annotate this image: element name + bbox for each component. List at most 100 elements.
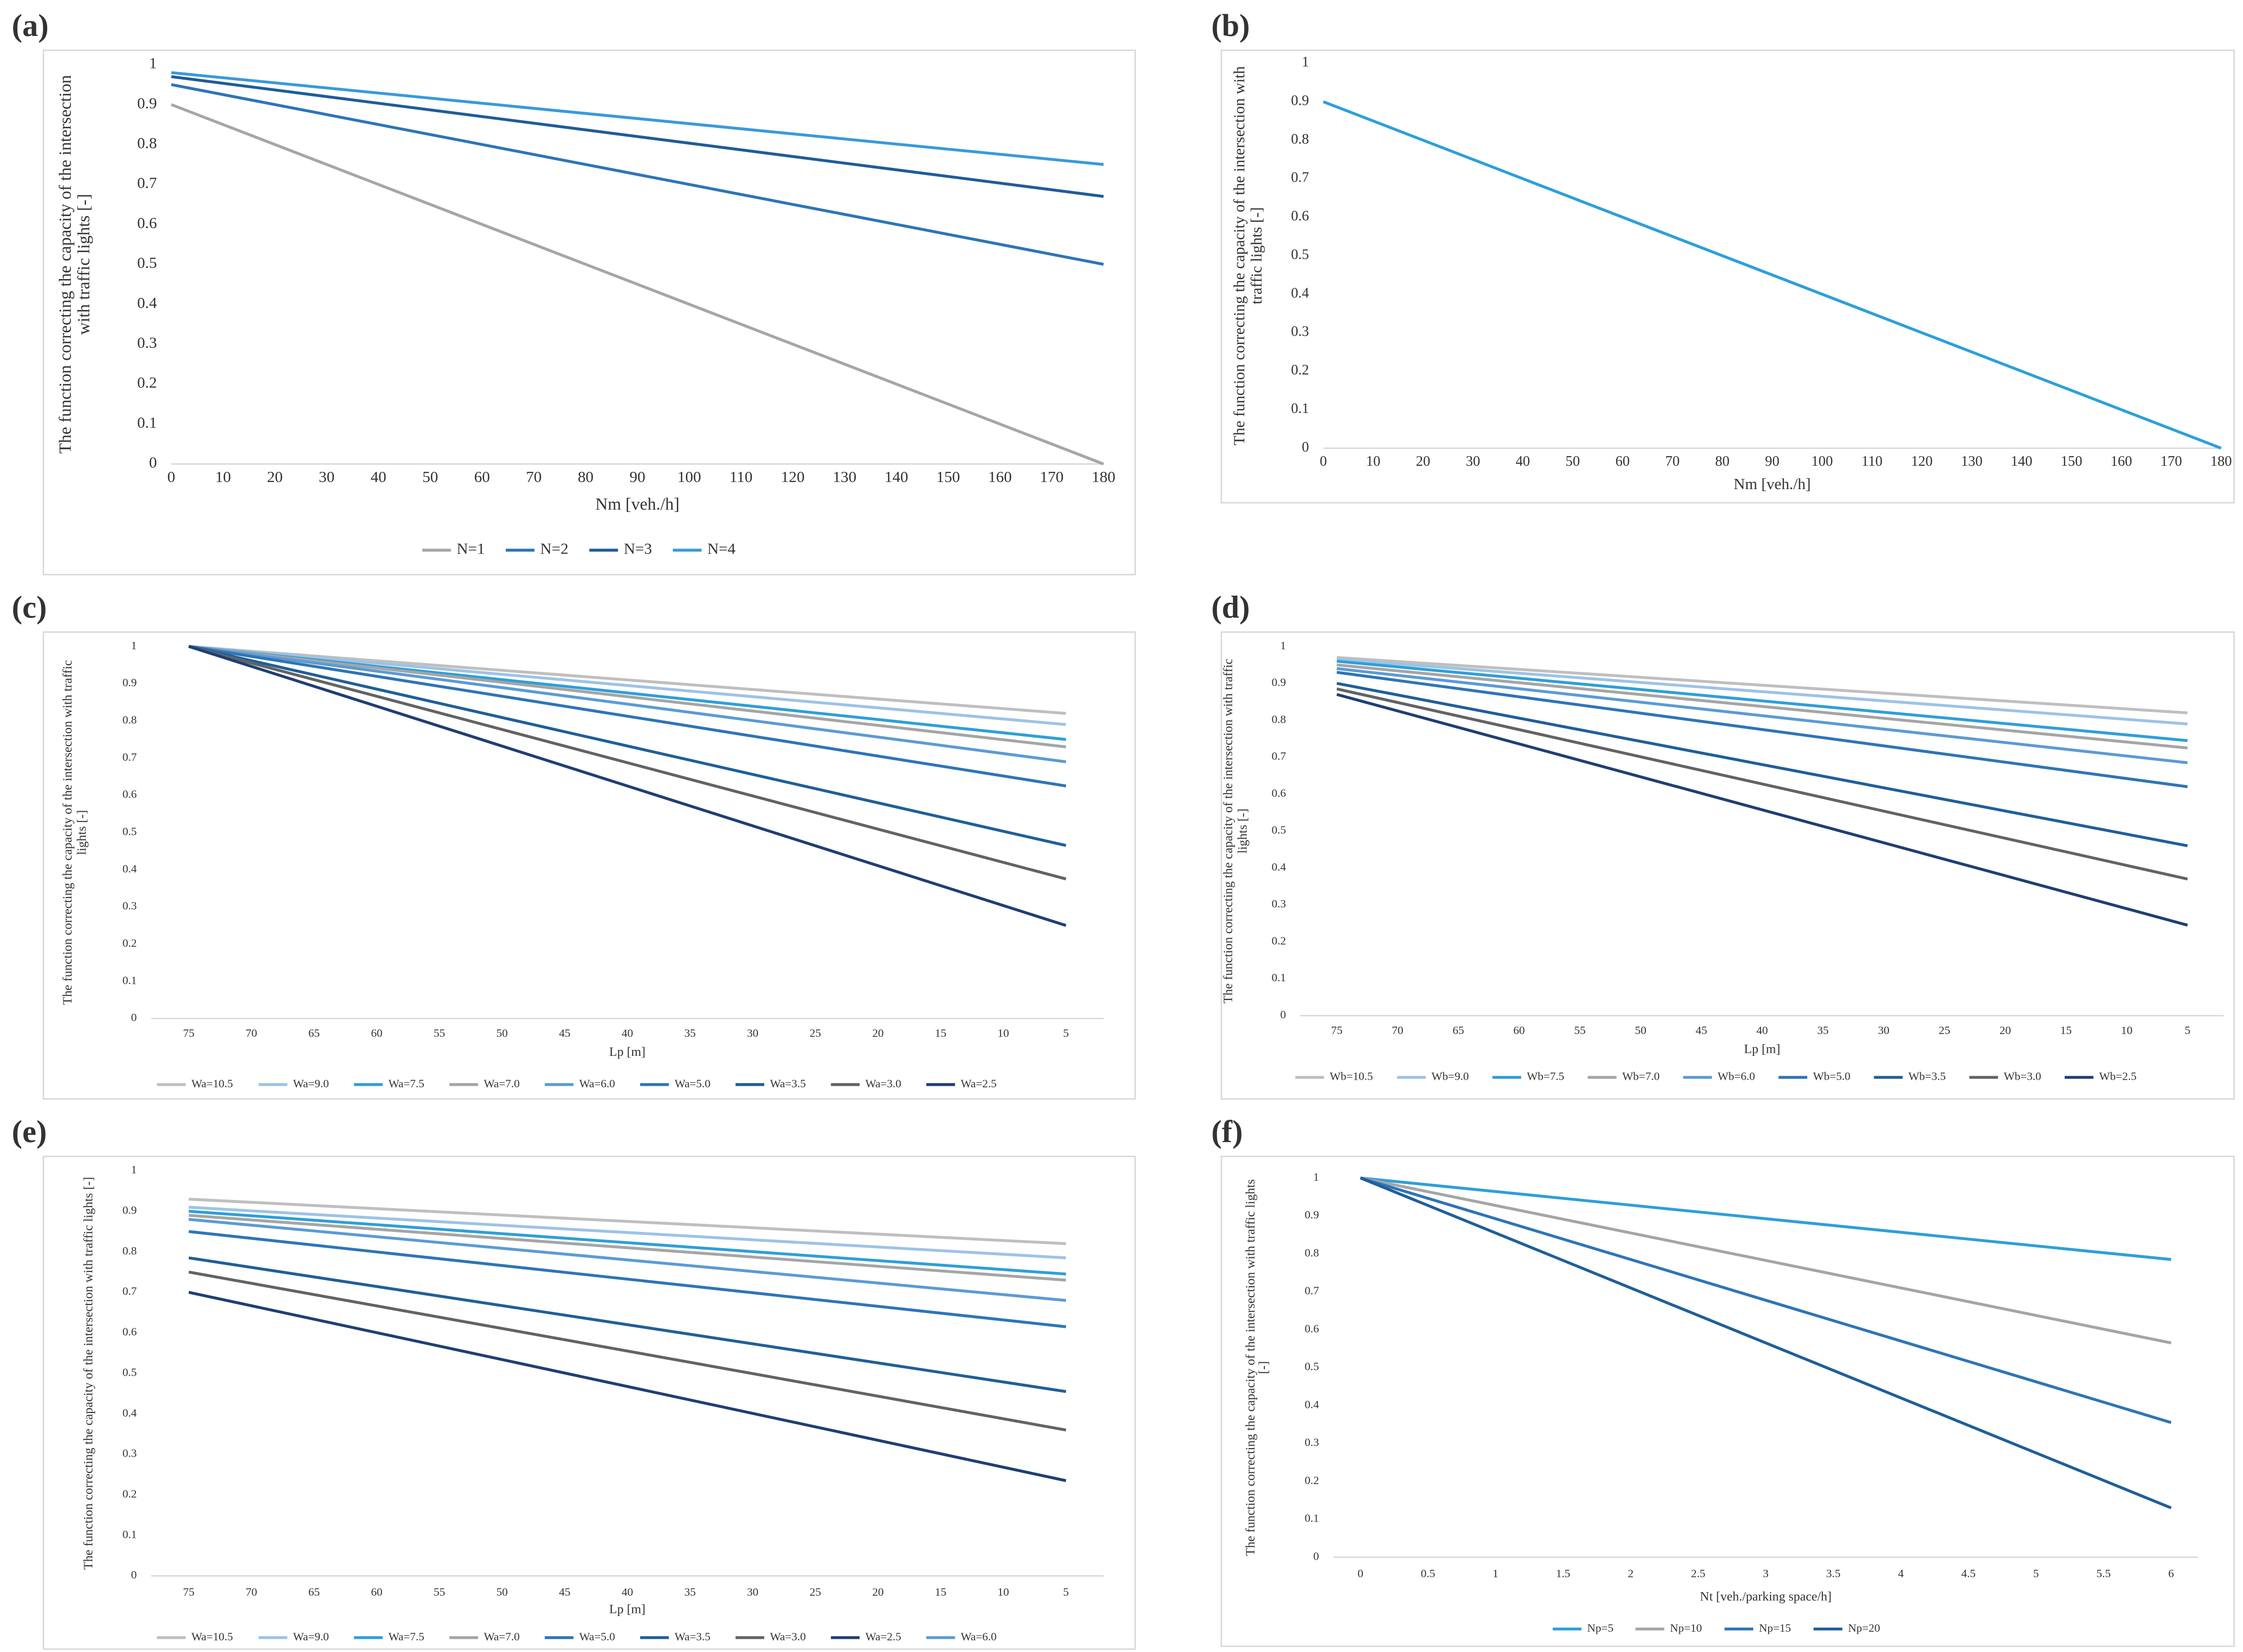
chart-frame	[1220, 631, 2235, 1100]
x-tick-label: 0	[1320, 454, 1327, 469]
x-tick-label: 40	[1756, 1024, 1768, 1037]
x-tick-label: 110	[1861, 454, 1882, 469]
y-tick-label: 0.3	[122, 900, 136, 912]
y-axis-title-box: The function correcting the capacity of …	[60, 660, 88, 1005]
legend-label: Wa=10.5	[191, 1077, 233, 1090]
x-tick-label: 70	[246, 1027, 257, 1040]
x-tick-label: 0	[1358, 1567, 1363, 1579]
x-tick-label: 50	[496, 1586, 508, 1598]
x-tick-label: 150	[937, 468, 960, 486]
x-tick-label: 65	[308, 1027, 320, 1040]
x-tick-label: 140	[2011, 454, 2032, 469]
x-tick-label: 5.5	[2096, 1567, 2111, 1579]
data-line	[171, 75, 1104, 198]
y-tick-label: 1	[1302, 54, 1309, 70]
y-tick-label: 0.2	[1291, 362, 1309, 378]
legend-label: Wb=2.5	[2099, 1070, 2136, 1083]
y-axis-title-box: The function correcting the capacity of …	[1242, 1179, 1270, 1556]
x-tick-label: 3	[1763, 1567, 1769, 1579]
y-tick-label: 0.9	[1291, 93, 1309, 109]
x-tick-label: 20	[1416, 454, 1430, 469]
legend-label: Wb=7.0	[1622, 1070, 1660, 1083]
y-tick-label: 0.2	[1271, 934, 1286, 947]
legend-label: Wa=2.5	[961, 1077, 997, 1090]
legend-label: Wb=5.0	[1813, 1070, 1850, 1083]
x-tick-label: 110	[730, 468, 753, 486]
y-axis-title-box: The function correcting the capacity of …	[81, 1177, 95, 1570]
y-tick-label: 0.1	[137, 414, 157, 431]
y-tick-label: 0.2	[122, 937, 136, 949]
y-tick-label: 0.9	[122, 676, 136, 689]
legend-label: Wa=3.0	[866, 1077, 902, 1090]
x-tick-label: 50	[1635, 1024, 1646, 1037]
y-tick-label: 0.8	[137, 134, 157, 152]
y-tick-label: 0.4	[122, 1406, 136, 1419]
x-tick-label: 65	[1453, 1024, 1464, 1037]
x-tick-label: 90	[1765, 454, 1779, 469]
legend-label: N=3	[624, 540, 652, 558]
x-tick-label: 35	[684, 1027, 696, 1040]
x-tick-label: 25	[810, 1586, 821, 1598]
y-tick-label: 0.5	[1271, 823, 1286, 836]
x-tick-label: 1	[1493, 1567, 1498, 1579]
data-line	[1336, 671, 2188, 788]
y-tick-label: 0.1	[1271, 971, 1286, 984]
x-tick-label: 140	[884, 468, 908, 486]
x-tick-label: 20	[872, 1027, 884, 1040]
data-line	[1323, 100, 2222, 450]
x-tick-label: 75	[1331, 1024, 1343, 1037]
x-axis-title: Nm [veh./h]	[595, 495, 679, 513]
x-tick-label: 20	[267, 468, 283, 486]
chart-panel: (b)00.10.20.30.40.50.60.70.80.910 10 20 30 4…	[1211, 9, 2235, 504]
chart-frame	[43, 49, 1136, 575]
legend-label: Wb=6.0	[1717, 1070, 1755, 1083]
y-tick-label: 0.6	[137, 214, 157, 231]
legend-label: Wa=2.5	[866, 1630, 902, 1643]
x-tick-label: 60	[371, 1586, 383, 1598]
y-tick-label: 0.1	[122, 1528, 136, 1540]
legend: N=1 N=2 N=3 N=4	[422, 540, 736, 558]
x-tick-label: 10	[1366, 454, 1380, 469]
legend-label: Wb=3.0	[2004, 1070, 2041, 1083]
x-tick-label: 25	[1939, 1024, 1950, 1037]
y-tick-label: 0.4	[1291, 285, 1309, 301]
x-tick-label: 180	[2211, 454, 2232, 469]
y-tick-label: 1	[131, 1163, 136, 1176]
y-tick-label: 1	[1313, 1171, 1319, 1183]
x-tick-label: 60	[1513, 1024, 1525, 1037]
legend: Wa=10.5 Wa=9.0 Wa=7.5 Wa=7.0 Wa=5.0 Wa=3.5 Wa=…	[157, 1630, 996, 1643]
x-tick-label: 50	[496, 1027, 508, 1040]
x-tick-label: 55	[434, 1586, 445, 1598]
x-axis-title: Nt [veh./parking space/h]	[1700, 1589, 1832, 1603]
chart-frame	[43, 631, 1136, 1100]
y-axis-title: The function correcting the capacity of …	[1232, 66, 1266, 445]
panel-label: (e)	[12, 1115, 47, 1149]
legend-label: Wa=6.0	[961, 1630, 997, 1643]
legend-label: Wb=9.0	[1431, 1070, 1469, 1083]
data-line	[1336, 663, 2188, 750]
data-line	[171, 71, 1104, 166]
x-tick-label: 35	[684, 1586, 696, 1598]
x-tick-label: 30	[747, 1586, 758, 1598]
y-tick-label: 0.7	[1291, 170, 1309, 186]
y-tick-label: 0.3	[1271, 898, 1286, 910]
chart-panel: (a)00.10.20.30.40.50.60.70.80.910 10 20 30 4…	[12, 9, 1136, 575]
x-tick-label: 10	[215, 468, 231, 486]
x-tick-label: 120	[781, 468, 805, 486]
data-line	[188, 645, 1066, 715]
chart-panel: (f) 0 0.1 0.2 0.3 0.4 0.5 0.6 0.7 0.8 0.9 1 0 0.5 1 1.5…	[1211, 1115, 2235, 1647]
x-tick-label: 75	[183, 1586, 195, 1598]
data-line	[188, 1218, 1066, 1302]
legend-label: Wa=3.0	[770, 1630, 806, 1643]
y-axis-title: The function correcting the capacity of …	[1242, 1179, 1270, 1556]
y-tick-label: 0.1	[1291, 401, 1309, 417]
legend-label: Wa=9.0	[293, 1077, 329, 1090]
data-line	[1336, 693, 2188, 927]
y-tick-label: 0.5	[1291, 247, 1309, 262]
x-tick-label: 60	[1615, 454, 1630, 469]
data-line	[1336, 658, 2188, 726]
y-tick-label: 0.4	[1304, 1398, 1319, 1410]
x-tick-label: 75	[183, 1027, 195, 1040]
x-tick-label: 15	[935, 1027, 947, 1040]
data-line	[188, 645, 1066, 764]
